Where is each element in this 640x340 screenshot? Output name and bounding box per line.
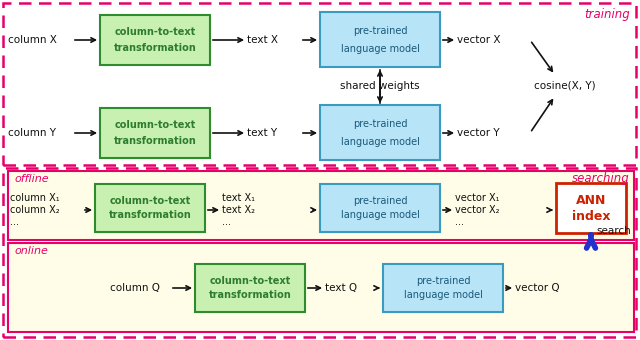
Text: language model: language model (404, 290, 483, 300)
Text: transformation: transformation (109, 210, 191, 220)
Bar (195, 264, 305, 312)
Text: transformation: transformation (209, 290, 291, 300)
Text: column Y: column Y (8, 128, 56, 138)
Text: text X: text X (247, 35, 278, 45)
Text: column X: column X (8, 35, 57, 45)
Text: transformation: transformation (114, 43, 196, 53)
Bar (556, 183, 626, 233)
Text: language model: language model (340, 44, 419, 54)
Text: pre-trained: pre-trained (353, 26, 407, 36)
Bar (383, 264, 503, 312)
Text: vector X₁: vector X₁ (455, 193, 499, 203)
Bar (8, 243, 634, 332)
Text: online: online (14, 246, 48, 256)
Text: text Q: text Q (325, 283, 357, 293)
Bar (320, 12, 440, 67)
Text: ...: ... (455, 217, 464, 227)
Text: column-to-text: column-to-text (109, 196, 191, 206)
Text: vector X: vector X (457, 35, 500, 45)
Text: column Q: column Q (110, 283, 160, 293)
Text: index: index (572, 209, 611, 222)
Text: searching: searching (572, 172, 630, 185)
Text: ANN: ANN (576, 193, 606, 206)
Text: pre-trained: pre-trained (353, 196, 407, 206)
Bar (3, 168, 636, 337)
Text: text Y: text Y (247, 128, 277, 138)
Text: column-to-text: column-to-text (209, 276, 291, 286)
Text: cosine(X, Y): cosine(X, Y) (534, 81, 596, 91)
Text: pre-trained: pre-trained (353, 119, 407, 129)
Bar (95, 184, 205, 232)
Text: ...: ... (10, 217, 19, 227)
Bar (8, 171, 634, 240)
Bar (100, 108, 210, 158)
Text: language model: language model (340, 137, 419, 147)
Bar (320, 105, 440, 160)
Text: ...: ... (222, 217, 231, 227)
Text: shared weights: shared weights (340, 81, 420, 91)
Bar (100, 15, 210, 65)
Text: training: training (584, 8, 630, 21)
Text: language model: language model (340, 210, 419, 220)
Bar (320, 184, 440, 232)
Text: offline: offline (14, 174, 49, 184)
Text: text X₁: text X₁ (222, 193, 255, 203)
Text: vector Y: vector Y (457, 128, 500, 138)
Text: column X₂: column X₂ (10, 205, 60, 215)
Text: text X₂: text X₂ (222, 205, 255, 215)
Text: vector X₂: vector X₂ (455, 205, 499, 215)
Text: column-to-text: column-to-text (115, 27, 196, 37)
Bar (3, 3, 636, 165)
Text: column X₁: column X₁ (10, 193, 60, 203)
Text: search: search (596, 226, 631, 236)
Text: column-to-text: column-to-text (115, 120, 196, 130)
Text: pre-trained: pre-trained (416, 276, 470, 286)
Text: transformation: transformation (114, 136, 196, 146)
Text: vector Q: vector Q (515, 283, 559, 293)
